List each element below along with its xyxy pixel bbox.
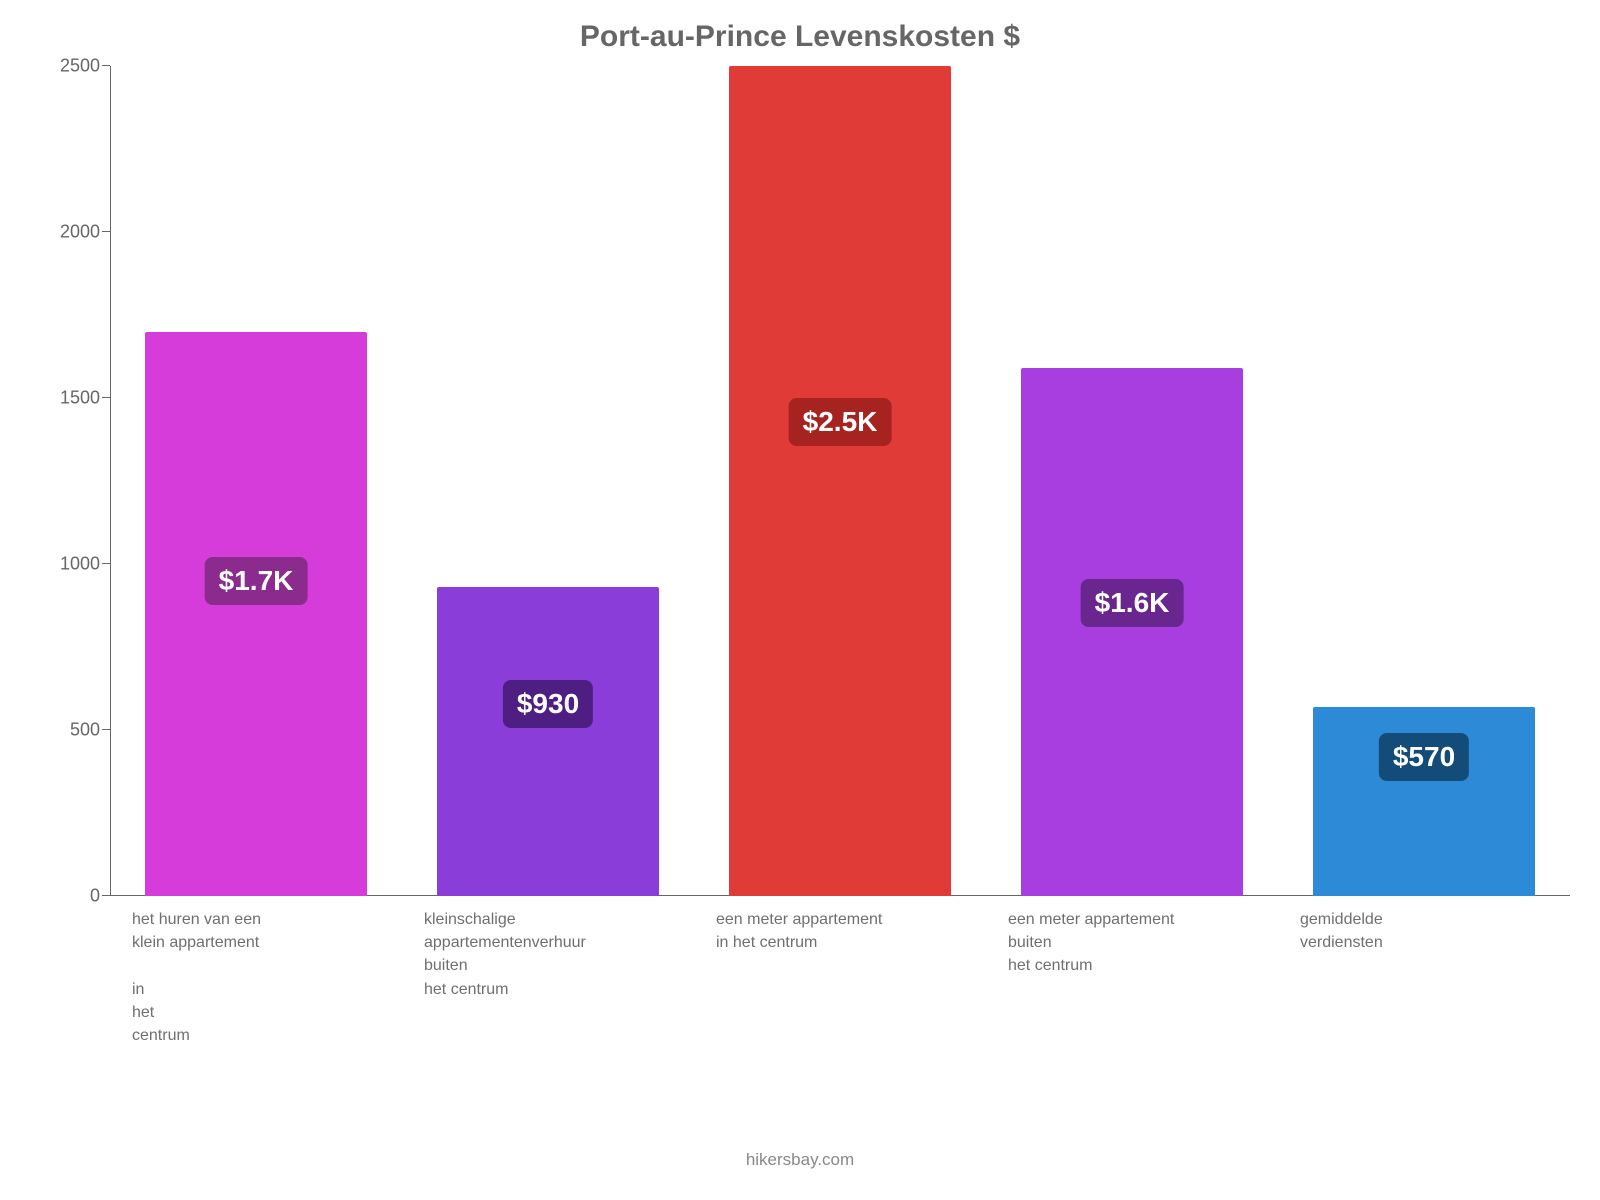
value-badge: $930 [503, 680, 593, 728]
x-axis-label: een meter appartementin het centrum [694, 896, 986, 1047]
x-axis-label-line: appartementenverhuur [424, 931, 672, 954]
x-axis-label-line: klein appartement [132, 931, 380, 954]
value-badge: $1.7K [205, 557, 308, 605]
y-tick-mark [102, 65, 110, 66]
x-axis-label-line: buiten [1008, 931, 1256, 954]
chart-container: Port-au-Prince Levenskosten $ 0 500 1000 15… [0, 0, 1600, 1200]
bar-slot: $930 [402, 66, 694, 896]
x-axis-label-line: in het centrum [716, 931, 964, 954]
x-axis-label-line: gemiddelde [1300, 908, 1548, 931]
x-axis-label-line: kleinschalige [424, 908, 672, 931]
x-axis-labels: het huren van eenklein appartement inhet… [110, 896, 1570, 1047]
value-badge: $1.6K [1081, 579, 1184, 627]
x-axis-label-line: het centrum [424, 978, 672, 1001]
bar: $2.5K [729, 66, 951, 896]
bar-slot: $570 [1278, 66, 1570, 896]
y-tick-mark [102, 231, 110, 232]
y-tick-label: 1000 [40, 554, 110, 575]
attribution: hikersbay.com [0, 1150, 1600, 1170]
value-badge: $2.5K [789, 398, 892, 446]
chart-title: Port-au-Prince Levenskosten $ [40, 20, 1560, 54]
x-axis-label-line: verdiensten [1300, 931, 1548, 954]
x-axis-label-line: een meter appartement [1008, 908, 1256, 931]
x-axis-label-line: het centrum [1008, 954, 1256, 977]
y-tick-label: 2500 [40, 56, 110, 77]
bar-slot: $1.6K [986, 66, 1278, 896]
y-axis-ticks: 05001000150020002500 [40, 66, 110, 896]
y-tick-mark [102, 895, 110, 896]
x-axis-label-line: een meter appartement [716, 908, 964, 931]
plot-area: 05001000150020002500 $1.7K$930$2.5K$1.6K… [110, 66, 1570, 896]
bar-slot: $1.7K [110, 66, 402, 896]
x-axis-label: het huren van eenklein appartement inhet… [110, 896, 402, 1047]
y-tick-label: 1500 [40, 388, 110, 409]
bars-group: $1.7K $930 $2.5K $1.6K $570 [110, 66, 1570, 896]
y-tick-label: 500 [40, 720, 110, 741]
bar: $570 [1313, 707, 1535, 896]
y-tick-label: 2000 [40, 222, 110, 243]
x-axis-label: gemiddeldeverdiensten [1278, 896, 1570, 1047]
x-axis-label: kleinschaligeappartementenverhuurbuitenh… [402, 896, 694, 1047]
x-axis-label-line: buiten [424, 954, 672, 977]
y-tick-label: 0 [40, 886, 110, 907]
y-tick-mark [102, 729, 110, 730]
x-axis-label-line: het huren van een [132, 908, 380, 931]
x-axis-label-line: in [132, 978, 380, 1001]
bar: $930 [437, 587, 659, 896]
x-axis-label: een meter appartementbuitenhet centrum [986, 896, 1278, 1047]
x-axis-label-line [132, 954, 380, 977]
y-tick-mark [102, 563, 110, 564]
x-axis-label-line: centrum [132, 1024, 380, 1047]
y-tick-mark [102, 397, 110, 398]
bar: $1.7K [145, 332, 367, 896]
bar-slot: $2.5K [694, 66, 986, 896]
value-badge: $570 [1379, 733, 1469, 781]
bar: $1.6K [1021, 368, 1243, 896]
x-axis-label-line: het [132, 1001, 380, 1024]
